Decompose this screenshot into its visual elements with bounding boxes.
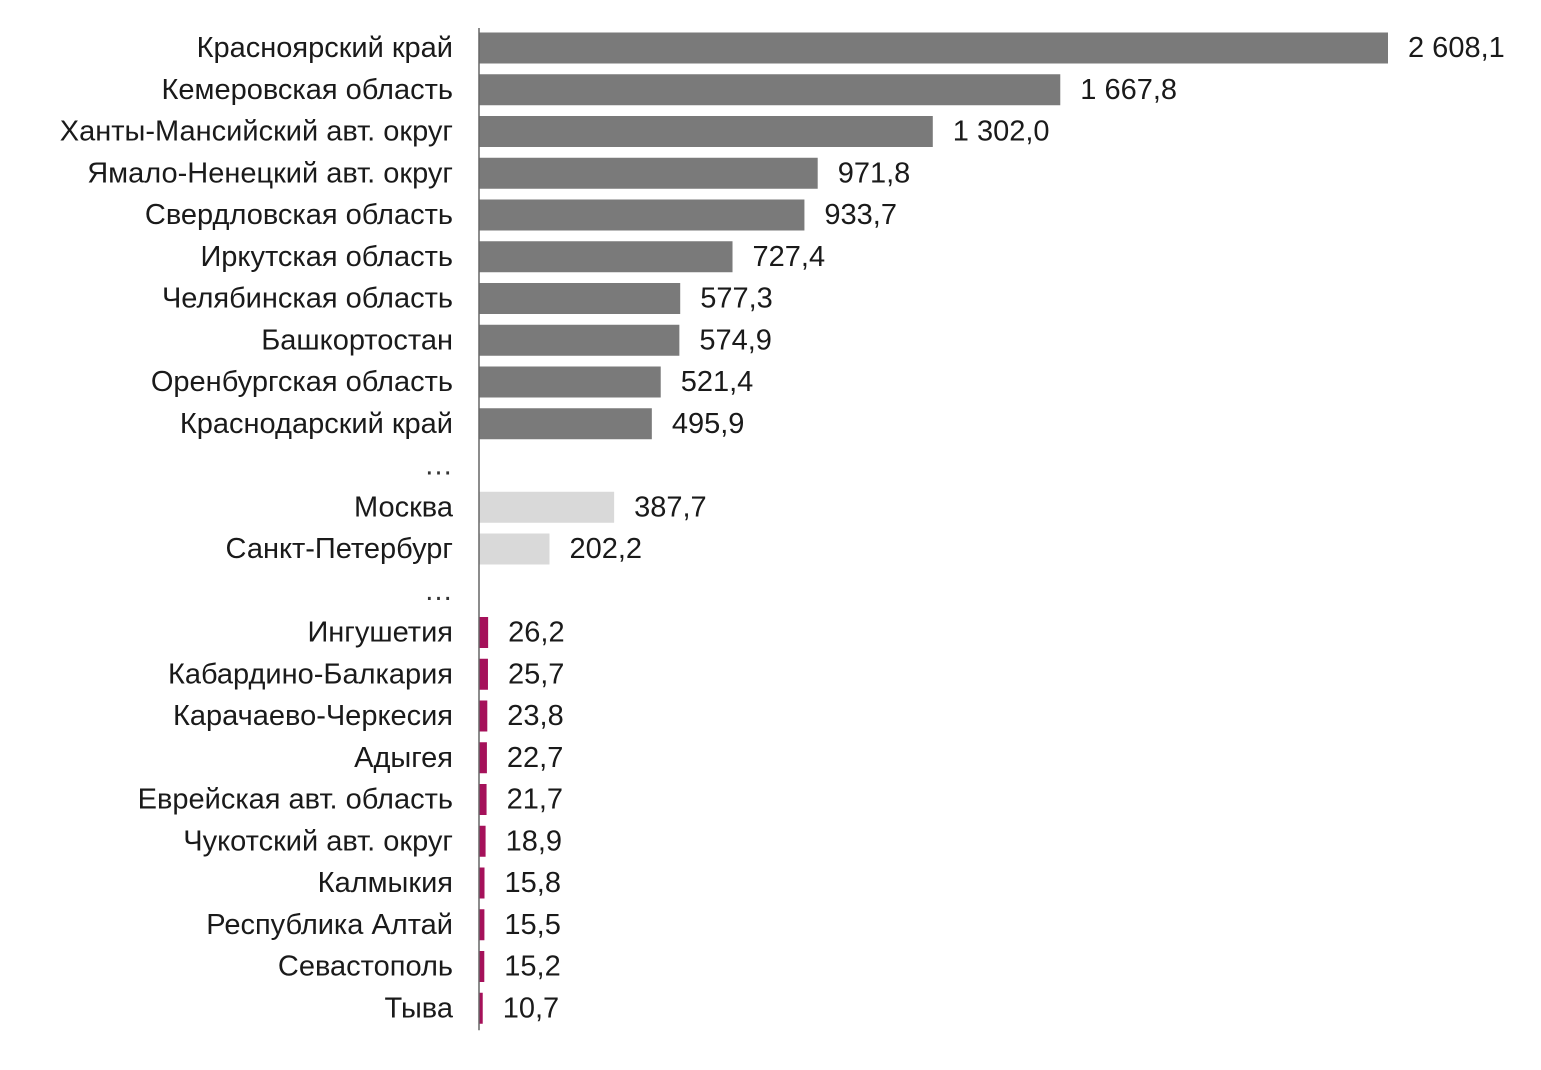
value-label: 971,8 xyxy=(838,157,911,189)
category-label: Оренбургская область xyxy=(151,366,453,398)
value-label: 2 608,1 xyxy=(1408,32,1505,64)
value-label: 15,5 xyxy=(504,909,560,941)
category-label: Кемеровская область xyxy=(161,74,453,106)
bar xyxy=(479,116,933,147)
value-label: 25,7 xyxy=(508,658,564,690)
bar xyxy=(479,241,733,273)
bar xyxy=(479,74,1061,106)
value-label: 933,7 xyxy=(824,199,897,231)
value-label: 574,9 xyxy=(699,324,772,356)
bar xyxy=(479,491,615,523)
labels-layer: Красноярский край 2 608,1 Кемеровская обла… xyxy=(60,32,1505,1024)
category-label: Республика Алтай xyxy=(206,909,453,941)
category-label: Свердловская область xyxy=(145,199,453,231)
category-label: Тыва xyxy=(385,992,454,1024)
value-label: 26,2 xyxy=(508,617,564,649)
category-label: Карачаево-Черкесия xyxy=(173,700,453,732)
bar xyxy=(479,700,488,732)
ellipsis-label: … xyxy=(424,450,453,482)
bar xyxy=(479,825,486,857)
category-label: Кабардино-Балкария xyxy=(168,658,453,690)
bar xyxy=(479,867,485,899)
category-label: Ингушетия xyxy=(307,617,453,649)
value-label: 727,4 xyxy=(753,241,826,273)
bar xyxy=(479,283,681,314)
value-label: 22,7 xyxy=(507,742,563,774)
category-label: Челябинская область xyxy=(162,283,453,315)
bars-layer xyxy=(479,32,1388,1024)
category-label: Красноярский край xyxy=(197,32,453,64)
value-label: 521,4 xyxy=(681,366,754,398)
bar xyxy=(479,32,1388,64)
category-label: Башкортостан xyxy=(261,324,453,356)
category-label: Чукотский авт. округ xyxy=(183,825,453,857)
category-label: Санкт-Петербург xyxy=(226,533,453,565)
bar xyxy=(479,742,487,774)
category-label: Адыгея xyxy=(354,742,453,774)
bar xyxy=(479,199,805,231)
bar xyxy=(479,784,487,815)
category-label: Калмыкия xyxy=(318,867,453,899)
value-label: 1 302,0 xyxy=(953,116,1050,148)
category-label: Иркутская область xyxy=(200,241,453,273)
bar xyxy=(479,617,489,648)
bar xyxy=(479,366,661,398)
bar xyxy=(479,533,550,565)
value-label: 15,8 xyxy=(505,867,561,899)
value-label: 495,9 xyxy=(672,408,745,440)
bar xyxy=(479,951,485,982)
bar xyxy=(479,658,488,690)
ellipsis-label: … xyxy=(424,575,453,607)
value-label: 23,8 xyxy=(507,700,563,732)
category-label: Ямало-Ненецкий авт. округ xyxy=(87,157,453,189)
value-label: 1 667,8 xyxy=(1080,74,1177,106)
value-label: 202,2 xyxy=(569,533,642,565)
bar xyxy=(479,408,652,440)
value-label: 577,3 xyxy=(700,283,773,315)
category-label: Краснодарский край xyxy=(180,408,453,440)
category-label: Ханты-Мансийский авт. округ xyxy=(60,116,453,148)
value-label: 10,7 xyxy=(503,992,559,1024)
value-label: 15,2 xyxy=(504,951,560,983)
bar xyxy=(479,157,818,189)
value-label: 387,7 xyxy=(634,491,707,523)
category-label: Еврейская авт. область xyxy=(138,784,453,816)
value-label: 21,7 xyxy=(507,784,563,816)
bar xyxy=(479,324,680,356)
category-label: Севастополь xyxy=(278,951,453,983)
category-label: Москва xyxy=(354,491,454,523)
value-label: 18,9 xyxy=(506,825,562,857)
bar xyxy=(479,992,483,1024)
bar xyxy=(479,909,485,941)
